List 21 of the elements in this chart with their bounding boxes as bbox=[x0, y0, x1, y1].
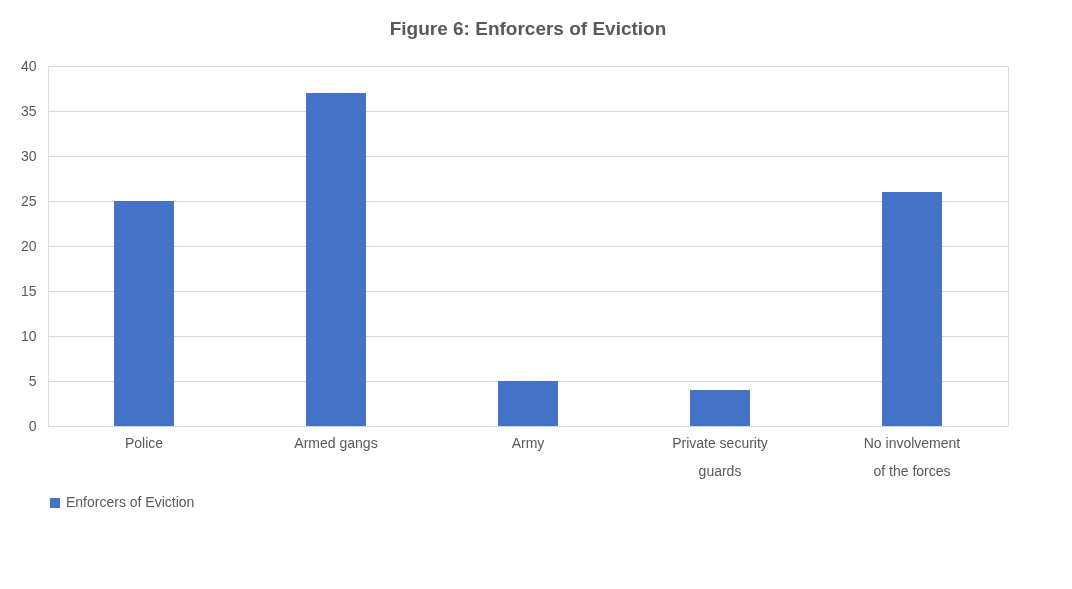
y-tick-label: 35 bbox=[20, 102, 37, 119]
y-tick-label: 5 bbox=[28, 372, 37, 389]
y-tick-label: 10 bbox=[20, 327, 37, 344]
y-tick-label: 25 bbox=[20, 192, 37, 209]
x-tick-label: Army bbox=[511, 434, 545, 451]
y-tick-label: 15 bbox=[20, 282, 37, 299]
y-tick-label: 20 bbox=[20, 237, 37, 254]
y-tick-label: 30 bbox=[20, 147, 37, 164]
y-tick-label: 40 bbox=[20, 57, 37, 74]
bar bbox=[306, 93, 366, 426]
chart-title: Figure 6: Enforcers of Eviction bbox=[389, 18, 667, 39]
x-tick-label: Armed gangs bbox=[294, 434, 378, 451]
y-tick-label: 0 bbox=[28, 417, 37, 434]
legend-label: Enforcers of Eviction bbox=[66, 494, 195, 510]
x-tick-label: Police bbox=[124, 434, 164, 451]
bar bbox=[882, 192, 942, 426]
bar bbox=[114, 201, 174, 426]
x-tick-label: No involvement of the forces bbox=[863, 434, 961, 479]
bar bbox=[498, 381, 558, 426]
bar bbox=[690, 390, 750, 426]
x-tick-label: Private security guards bbox=[672, 434, 768, 479]
